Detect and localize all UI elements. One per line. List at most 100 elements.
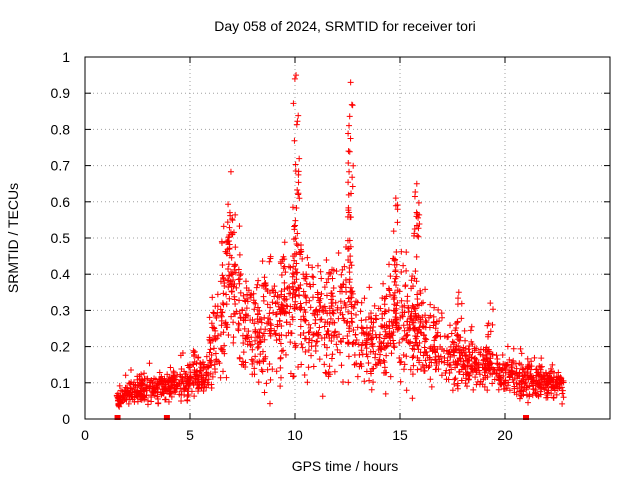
data-point <box>206 334 213 341</box>
data-point <box>220 329 227 336</box>
y-tick-label: 1 <box>62 49 70 65</box>
data-point <box>256 307 263 314</box>
data-point <box>326 270 333 277</box>
data-point <box>316 356 323 363</box>
data-point <box>411 226 418 233</box>
data-point <box>430 318 437 325</box>
data-point <box>293 276 300 283</box>
data-point <box>445 376 452 383</box>
data-point <box>294 118 301 125</box>
data-point <box>236 310 243 317</box>
data-point <box>127 366 134 373</box>
data-point <box>444 357 451 364</box>
data-point <box>381 335 388 342</box>
data-point <box>337 283 344 290</box>
data-point <box>266 258 273 265</box>
data-point <box>441 359 448 366</box>
data-point <box>346 122 353 129</box>
data-point <box>193 369 200 376</box>
data-point <box>309 264 316 271</box>
data-point <box>125 400 132 407</box>
data-point <box>206 314 213 321</box>
data-point <box>261 274 268 281</box>
data-point <box>379 323 386 330</box>
x-axis-label: GPS time / hours <box>292 458 399 474</box>
data-point <box>292 298 299 305</box>
data-point <box>310 363 317 370</box>
data-point <box>518 350 525 357</box>
data-point <box>155 400 162 407</box>
data-point <box>370 379 377 386</box>
data-point <box>347 135 354 142</box>
data-point <box>319 393 326 400</box>
data-point <box>452 375 459 382</box>
data-point <box>323 279 330 286</box>
data-point <box>390 296 397 303</box>
data-point <box>323 257 330 264</box>
data-point <box>427 345 434 352</box>
data-point <box>337 298 344 305</box>
data-point <box>150 380 157 387</box>
data-point <box>338 362 345 369</box>
data-point <box>189 361 196 368</box>
data-point <box>472 374 479 381</box>
data-point <box>387 291 394 298</box>
data-point <box>314 262 321 269</box>
data-point <box>310 274 317 281</box>
data-point <box>197 367 204 374</box>
data-point <box>271 327 278 334</box>
data-point <box>307 325 314 332</box>
data-point <box>214 291 221 298</box>
data-point <box>114 394 121 401</box>
data-point <box>248 341 255 348</box>
data-point <box>148 398 155 405</box>
data-point <box>266 361 273 368</box>
data-point <box>293 121 300 128</box>
data-point <box>186 364 193 371</box>
data-point <box>353 311 359 318</box>
data-point <box>169 375 176 382</box>
data-point <box>406 326 413 333</box>
data-point <box>335 250 342 257</box>
y-tick-label: 0.8 <box>51 121 71 137</box>
data-point <box>127 385 134 392</box>
data-point <box>486 359 493 366</box>
data-point <box>226 295 233 302</box>
data-point <box>412 332 419 339</box>
data-point <box>245 328 252 335</box>
data-point <box>523 382 530 389</box>
data-point <box>237 289 244 296</box>
data-point <box>537 388 544 395</box>
data-point <box>178 366 185 373</box>
data-point <box>401 361 408 368</box>
data-point <box>299 344 306 351</box>
data-point <box>497 381 504 388</box>
data-point <box>494 356 501 363</box>
data-point <box>354 324 361 331</box>
data-point <box>217 374 224 381</box>
data-point <box>521 368 528 375</box>
data-point <box>278 348 285 355</box>
data-point <box>252 353 259 360</box>
data-point <box>290 100 297 107</box>
y-tick-label: 0.7 <box>51 158 71 174</box>
data-point <box>232 244 239 251</box>
data-point <box>358 363 365 370</box>
data-point <box>460 344 467 351</box>
data-point <box>254 281 261 288</box>
data-point <box>224 277 231 284</box>
data-point <box>300 330 307 337</box>
data-point <box>221 279 228 286</box>
data-point <box>500 380 507 387</box>
gap-marker <box>523 415 529 420</box>
data-point <box>218 238 225 245</box>
data-point <box>293 204 300 211</box>
data-point <box>260 293 267 300</box>
data-point <box>242 335 249 342</box>
data-point <box>255 343 262 350</box>
data-point <box>423 319 430 326</box>
data-point <box>370 365 377 372</box>
data-point <box>226 209 233 216</box>
data-point <box>382 369 389 376</box>
data-point <box>350 162 357 169</box>
